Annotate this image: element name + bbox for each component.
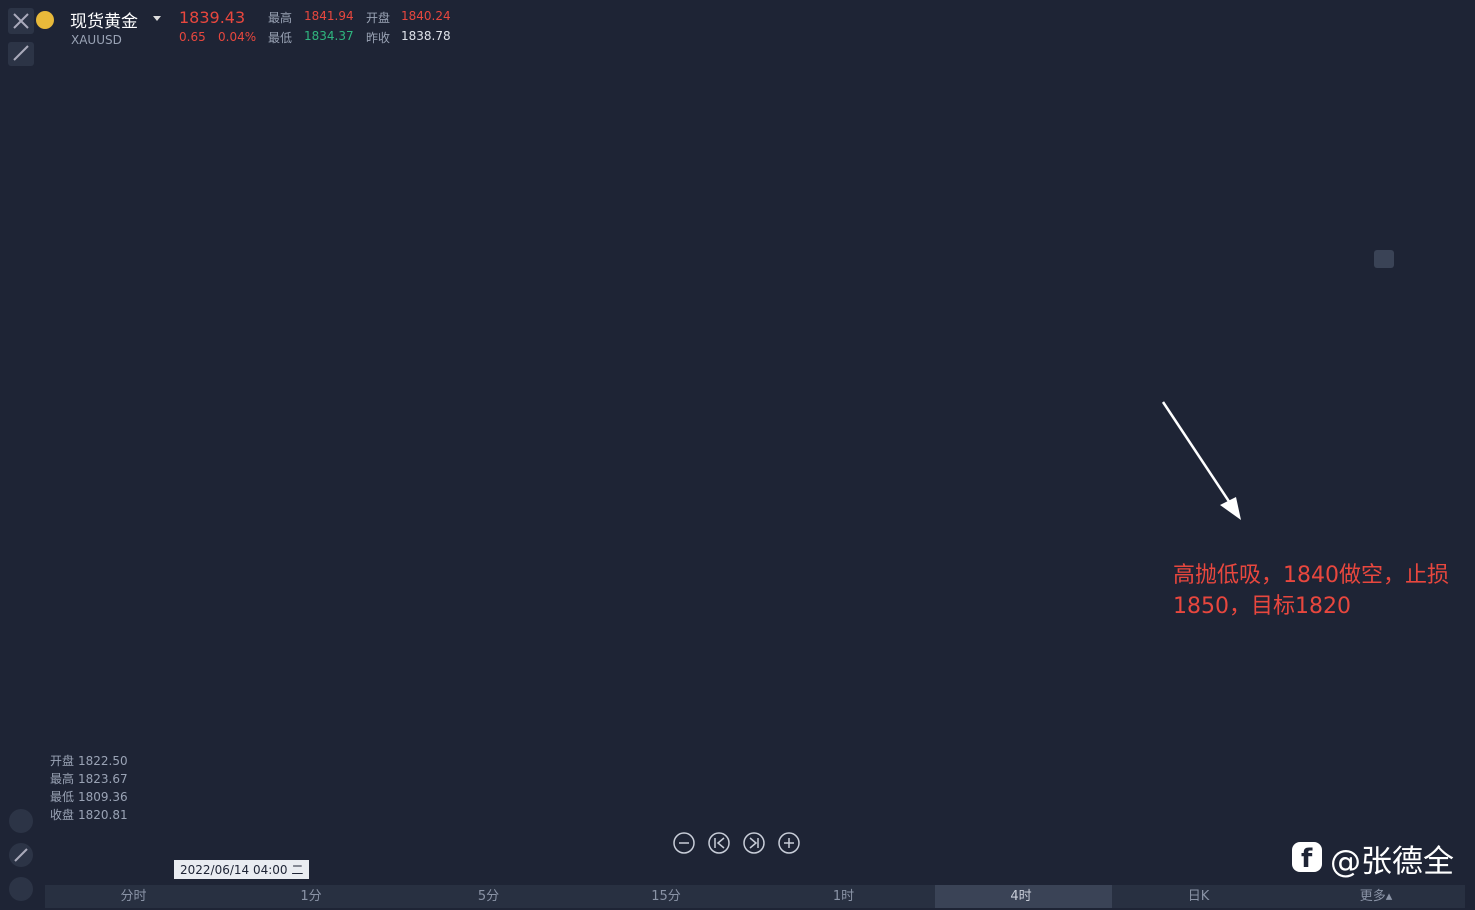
- logo-glyph: f: [1301, 844, 1313, 874]
- info-value: 1822.50: [78, 754, 128, 768]
- arrow-head: [1220, 497, 1241, 520]
- info-row: 开盘 1822.50: [50, 752, 128, 770]
- annotation: 高抛低吸，1840做空，止损1850，目标1820: [1173, 563, 1449, 619]
- pen-icon: [14, 848, 28, 862]
- zoom-controls: [673, 832, 800, 854]
- symbol-code: XAUUSD: [71, 33, 122, 47]
- icon: [784, 838, 794, 848]
- symbol-name[interactable]: 现货黄金: [70, 12, 138, 32]
- compare-button[interactable]: [9, 877, 33, 901]
- watermark: @张德全: [1330, 844, 1454, 880]
- stat-value: 1834.37: [304, 29, 354, 43]
- info-label: 开盘: [50, 754, 75, 768]
- left-toolbar: [8, 8, 34, 901]
- stat-label: 最低: [268, 31, 293, 45]
- timeframe-tab[interactable]: 4时: [1010, 889, 1032, 904]
- stat-label: 最高: [268, 11, 293, 25]
- price: 1839.43: [179, 8, 246, 27]
- timeframe-tab[interactable]: 1分: [300, 889, 322, 904]
- dropdown-icon[interactable]: [153, 16, 161, 21]
- info-row: 收盘 1820.81: [50, 806, 128, 824]
- stat-label: 昨收: [366, 31, 391, 45]
- stat-label: 开盘: [366, 11, 391, 25]
- info-label: 最高: [50, 772, 75, 786]
- zoom-in[interactable]: [778, 832, 800, 854]
- stat-value: 1838.78: [401, 29, 451, 43]
- info-label: 收盘: [50, 808, 75, 822]
- stat-value: 1841.94: [304, 9, 354, 23]
- active-tab: [935, 885, 1112, 908]
- logo: [1292, 842, 1322, 872]
- crosshair-label: 2022/06/14 04:00 二: [174, 860, 310, 879]
- timeframe-tab[interactable]: 分时: [120, 889, 147, 904]
- ohlc-info: 开盘 1822.50 最高 1823.67 最低 1809.36 收盘 1820.81: [50, 752, 128, 824]
- timeframe-tab[interactable]: 1时: [832, 889, 855, 904]
- timeframe-tab[interactable]: 更多▴: [1359, 889, 1393, 904]
- info-value: 1820.81: [78, 808, 128, 822]
- info-value: 1809.36: [78, 790, 128, 804]
- arrow: [1161, 401, 1238, 513]
- timeframe-tab[interactable]: 15分: [651, 889, 681, 904]
- info-value: 1823.67: [78, 772, 128, 786]
- zoom-out[interactable]: [673, 832, 695, 854]
- close-icon: [13, 13, 29, 29]
- change-pct: 0.04%: [218, 30, 257, 44]
- indicator-button[interactable]: [9, 809, 33, 833]
- icon: [749, 837, 759, 849]
- stat-value: 1840.24: [401, 9, 451, 23]
- bell-button[interactable]: [1374, 250, 1394, 268]
- go-start[interactable]: [708, 832, 730, 854]
- shrink-icon: [13, 45, 29, 61]
- info-row: 最高 1823.67: [50, 770, 128, 788]
- timeframe-tab[interactable]: 日K: [1187, 889, 1210, 904]
- gold-icon: [36, 11, 54, 29]
- info-label: 最低: [50, 790, 75, 804]
- info-row: 最低 1809.36: [50, 788, 128, 806]
- icon: [714, 837, 725, 849]
- change: 0.65: [179, 30, 206, 44]
- go-end[interactable]: [743, 832, 765, 854]
- timeframe-tab[interactable]: 5分: [477, 889, 500, 904]
